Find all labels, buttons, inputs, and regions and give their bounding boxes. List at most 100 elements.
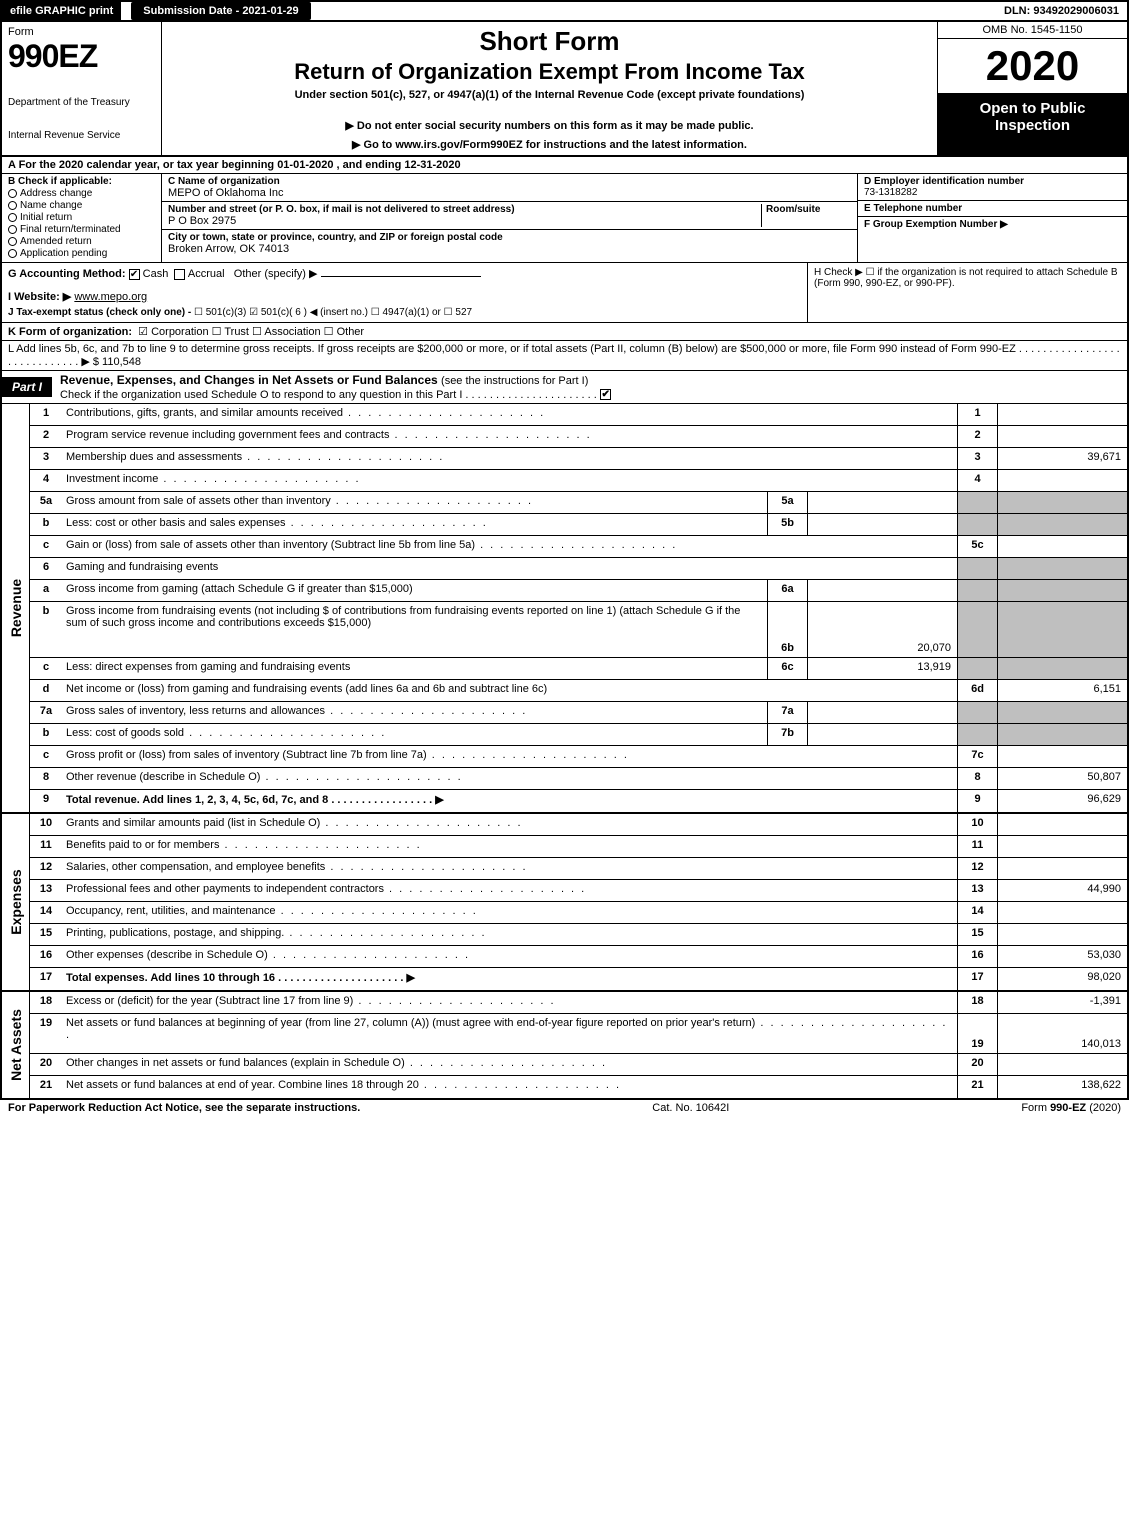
goto-text[interactable]: ▶ Go to www.irs.gov/Form990EZ for instru… xyxy=(352,139,747,151)
ck-label: Initial return xyxy=(20,212,72,223)
line-num: 10 xyxy=(30,814,62,835)
section-def: D Employer identification number 73-1318… xyxy=(857,174,1127,262)
line-5a: 5a Gross amount from sale of assets othe… xyxy=(30,492,1127,514)
accrual-checkbox[interactable] xyxy=(174,269,185,280)
line-rval xyxy=(997,536,1127,557)
line-rval: -1,391 xyxy=(997,992,1127,1013)
revenue-side-label: Revenue xyxy=(2,404,30,812)
line-desc: Less: direct expenses from gaming and fu… xyxy=(62,658,767,679)
netassets-label-text: Net Assets xyxy=(8,1009,24,1081)
ck-address-change[interactable]: Address change xyxy=(8,188,155,199)
part1-checkbox[interactable] xyxy=(600,389,611,400)
line-rval: 98,020 xyxy=(997,968,1127,990)
accounting-method-label: G Accounting Method: xyxy=(8,268,126,280)
footer-left: For Paperwork Reduction Act Notice, see … xyxy=(8,1102,360,1114)
dept-irs: Internal Revenue Service xyxy=(8,130,155,141)
line-desc: Net assets or fund balances at end of ye… xyxy=(62,1076,957,1098)
city-cell: City or town, state or province, country… xyxy=(162,230,857,257)
line-rval xyxy=(997,470,1127,491)
line-rval xyxy=(997,902,1127,923)
line-rval xyxy=(997,924,1127,945)
line-rnum: 21 xyxy=(957,1076,997,1098)
line-desc: Professional fees and other payments to … xyxy=(62,880,957,901)
ck-name-change[interactable]: Name change xyxy=(8,200,155,211)
line-subcol: 7a xyxy=(767,702,807,723)
line-16: 16 Other expenses (describe in Schedule … xyxy=(30,946,1127,968)
line-6d: d Net income or (loss) from gaming and f… xyxy=(30,680,1127,702)
line-6b: b Gross income from fundraising events (… xyxy=(30,602,1127,658)
telephone-label: E Telephone number xyxy=(864,203,1121,214)
section-h: H Check ▶ ☐ if the organization is not r… xyxy=(807,263,1127,322)
ck-label: Amended return xyxy=(20,236,92,247)
line-rval-shaded xyxy=(997,702,1127,723)
dln-label: DLN: 93492029006031 xyxy=(1004,5,1127,17)
section-g: G Accounting Method: Cash Accrual Other … xyxy=(2,263,807,322)
omb-number: OMB No. 1545-1150 xyxy=(938,22,1127,39)
line-13: 13 Professional fees and other payments … xyxy=(30,880,1127,902)
ck-application-pending[interactable]: Application pending xyxy=(8,248,155,259)
header-left: Form 990EZ Department of the Treasury In… xyxy=(2,22,162,155)
do-not-enter-ssn: ▶ Do not enter social security numbers o… xyxy=(172,119,927,132)
header-center: Short Form Return of Organization Exempt… xyxy=(162,22,937,155)
line-num: b xyxy=(30,602,62,657)
line-rval-shaded xyxy=(997,658,1127,679)
line-desc: Net assets or fund balances at beginning… xyxy=(62,1014,957,1053)
line-num: 14 xyxy=(30,902,62,923)
line-6a: a Gross income from gaming (attach Sched… xyxy=(30,580,1127,602)
line-rnum: 11 xyxy=(957,836,997,857)
ck-final-return[interactable]: Final return/terminated xyxy=(8,224,155,235)
part1-label: Part I xyxy=(2,377,52,397)
line-desc: Other changes in net assets or fund bala… xyxy=(62,1054,957,1075)
return-title: Return of Organization Exempt From Incom… xyxy=(172,59,927,85)
line-num: 13 xyxy=(30,880,62,901)
street-cell: Number and street (or P. O. box, if mail… xyxy=(162,202,857,230)
line-subval: 13,919 xyxy=(807,658,957,679)
revenue-table: Revenue 1 Contributions, gifts, grants, … xyxy=(0,404,1129,814)
ein-value: 73-1318282 xyxy=(864,187,1121,198)
line-rnum: 12 xyxy=(957,858,997,879)
line-num: 16 xyxy=(30,946,62,967)
other-specify-line[interactable] xyxy=(321,276,481,277)
street-value: P O Box 2975 xyxy=(168,215,761,227)
line-rval: 53,030 xyxy=(997,946,1127,967)
section-k-opts: ☑ Corporation ☐ Trust ☐ Association ☐ Ot… xyxy=(138,326,364,338)
line-rval-shaded xyxy=(997,724,1127,745)
line-num: c xyxy=(30,746,62,767)
efile-label[interactable]: efile GRAPHIC print xyxy=(2,2,121,20)
header-right: OMB No. 1545-1150 2020 Open to Public In… xyxy=(937,22,1127,155)
expenses-table: Expenses 10 Grants and similar amounts p… xyxy=(0,814,1129,992)
line-num: 19 xyxy=(30,1014,62,1053)
cash-checkbox[interactable] xyxy=(129,269,140,280)
line-rnum-shaded xyxy=(957,514,997,535)
section-j-opts: ☐ 501(c)(3) ☑ 501(c)( 6 ) ◀ (insert no.)… xyxy=(194,307,472,318)
under-section: Under section 501(c), 527, or 4947(a)(1)… xyxy=(172,89,927,107)
line-num: 20 xyxy=(30,1054,62,1075)
line-desc: Gross sales of inventory, less returns a… xyxy=(62,702,767,723)
line-rval: 96,629 xyxy=(997,790,1127,812)
line-subcol: 5b xyxy=(767,514,807,535)
ck-amended-return[interactable]: Amended return xyxy=(8,236,155,247)
line-2: 2 Program service revenue including gove… xyxy=(30,426,1127,448)
section-k-label: K Form of organization: xyxy=(8,326,132,338)
telephone-cell: E Telephone number xyxy=(858,201,1127,217)
line-rnum: 10 xyxy=(957,814,997,835)
line-subval xyxy=(807,724,957,745)
section-l: L Add lines 5b, 6c, and 7b to line 9 to … xyxy=(0,341,1129,371)
line-rnum-shaded xyxy=(957,558,997,579)
goto-link[interactable]: ▶ Go to www.irs.gov/Form990EZ for instru… xyxy=(172,138,927,151)
line-num: 4 xyxy=(30,470,62,491)
line-subval xyxy=(807,702,957,723)
line-num: 3 xyxy=(30,448,62,469)
website-value[interactable]: www.mepo.org xyxy=(74,291,147,303)
line-6c: c Less: direct expenses from gaming and … xyxy=(30,658,1127,680)
form-header: Form 990EZ Department of the Treasury In… xyxy=(0,22,1129,157)
line-rnum: 13 xyxy=(957,880,997,901)
ck-initial-return[interactable]: Initial return xyxy=(8,212,155,223)
line-5b: b Less: cost or other basis and sales ex… xyxy=(30,514,1127,536)
line-1: 1 Contributions, gifts, grants, and simi… xyxy=(30,404,1127,426)
section-b-label: B Check if applicable: xyxy=(8,176,155,187)
line-21: 21 Net assets or fund balances at end of… xyxy=(30,1076,1127,1098)
calendar-year-row: A For the 2020 calendar year, or tax yea… xyxy=(0,157,1129,174)
line-rnum: 20 xyxy=(957,1054,997,1075)
line-rnum: 2 xyxy=(957,426,997,447)
